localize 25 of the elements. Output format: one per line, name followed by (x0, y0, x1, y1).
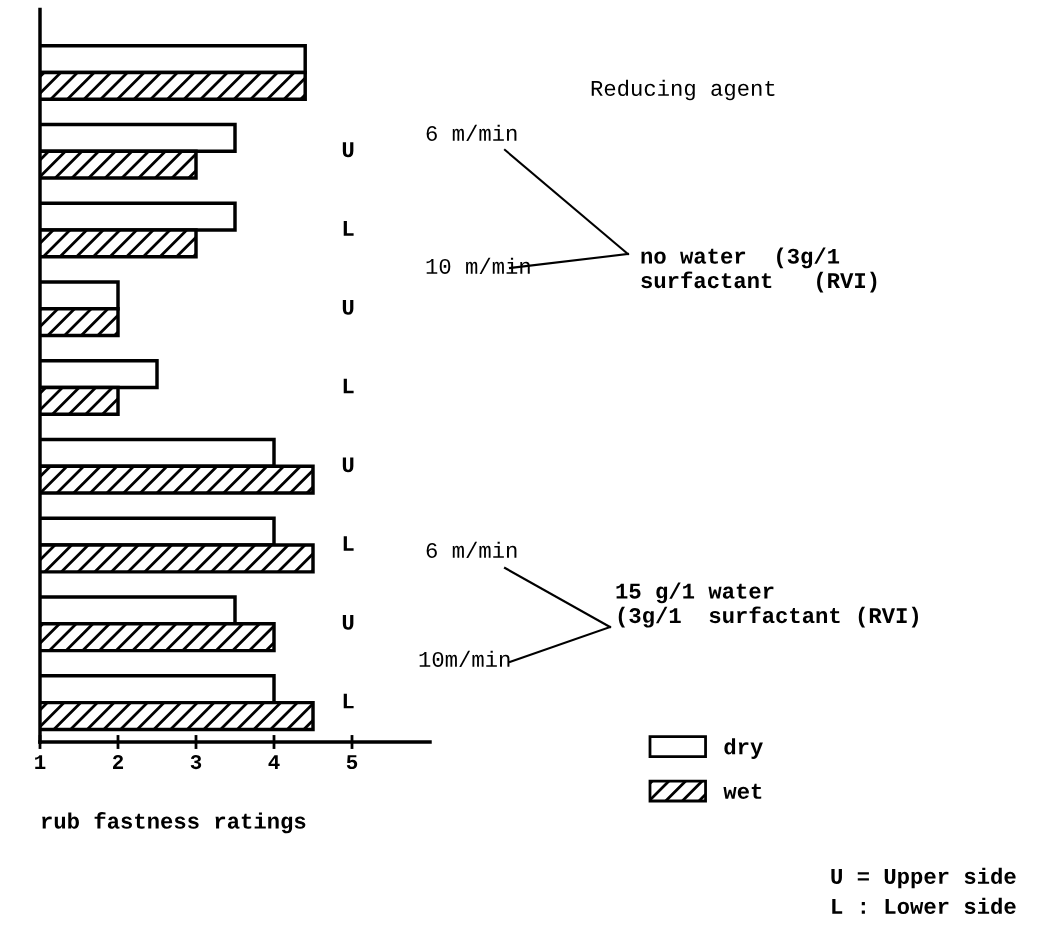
legend-label: wet (723, 783, 762, 799)
x-tick-label: 5 (346, 755, 358, 770)
y-tick-label: U (342, 299, 354, 315)
annotation: 10m/min (419, 650, 510, 667)
text: 15 g/1 water (3g/1 surfactant (RVI) (616, 582, 918, 628)
y-tick-label: L (343, 693, 354, 709)
text: Reducing agent (591, 79, 775, 101)
x-tick-label: 2 (113, 754, 124, 769)
annotation: 6 m/min (426, 124, 517, 141)
annotation: 10 m/min (426, 257, 530, 274)
y-tick-label: U (342, 142, 354, 158)
y-tick-label: U (342, 614, 354, 630)
text: U = Upper side (831, 867, 1016, 889)
text: no water (3g/1 surfactant (RVI) (641, 247, 877, 293)
annotation: 6 m/min (426, 541, 517, 558)
x-tick-label: 1 (35, 755, 46, 769)
y-tick-label: L (343, 221, 354, 236)
x-tick-label: 3 (190, 754, 202, 770)
x-tick-label: 4 (268, 755, 280, 769)
text: L : Lower side (832, 897, 1016, 914)
y-tick-label: U (342, 457, 354, 473)
y-tick-label: L (343, 378, 354, 394)
y-tick-label: L (343, 536, 354, 551)
legend-label: dry (724, 738, 763, 759)
x-axis-title: rub fastness ratings (42, 812, 306, 834)
